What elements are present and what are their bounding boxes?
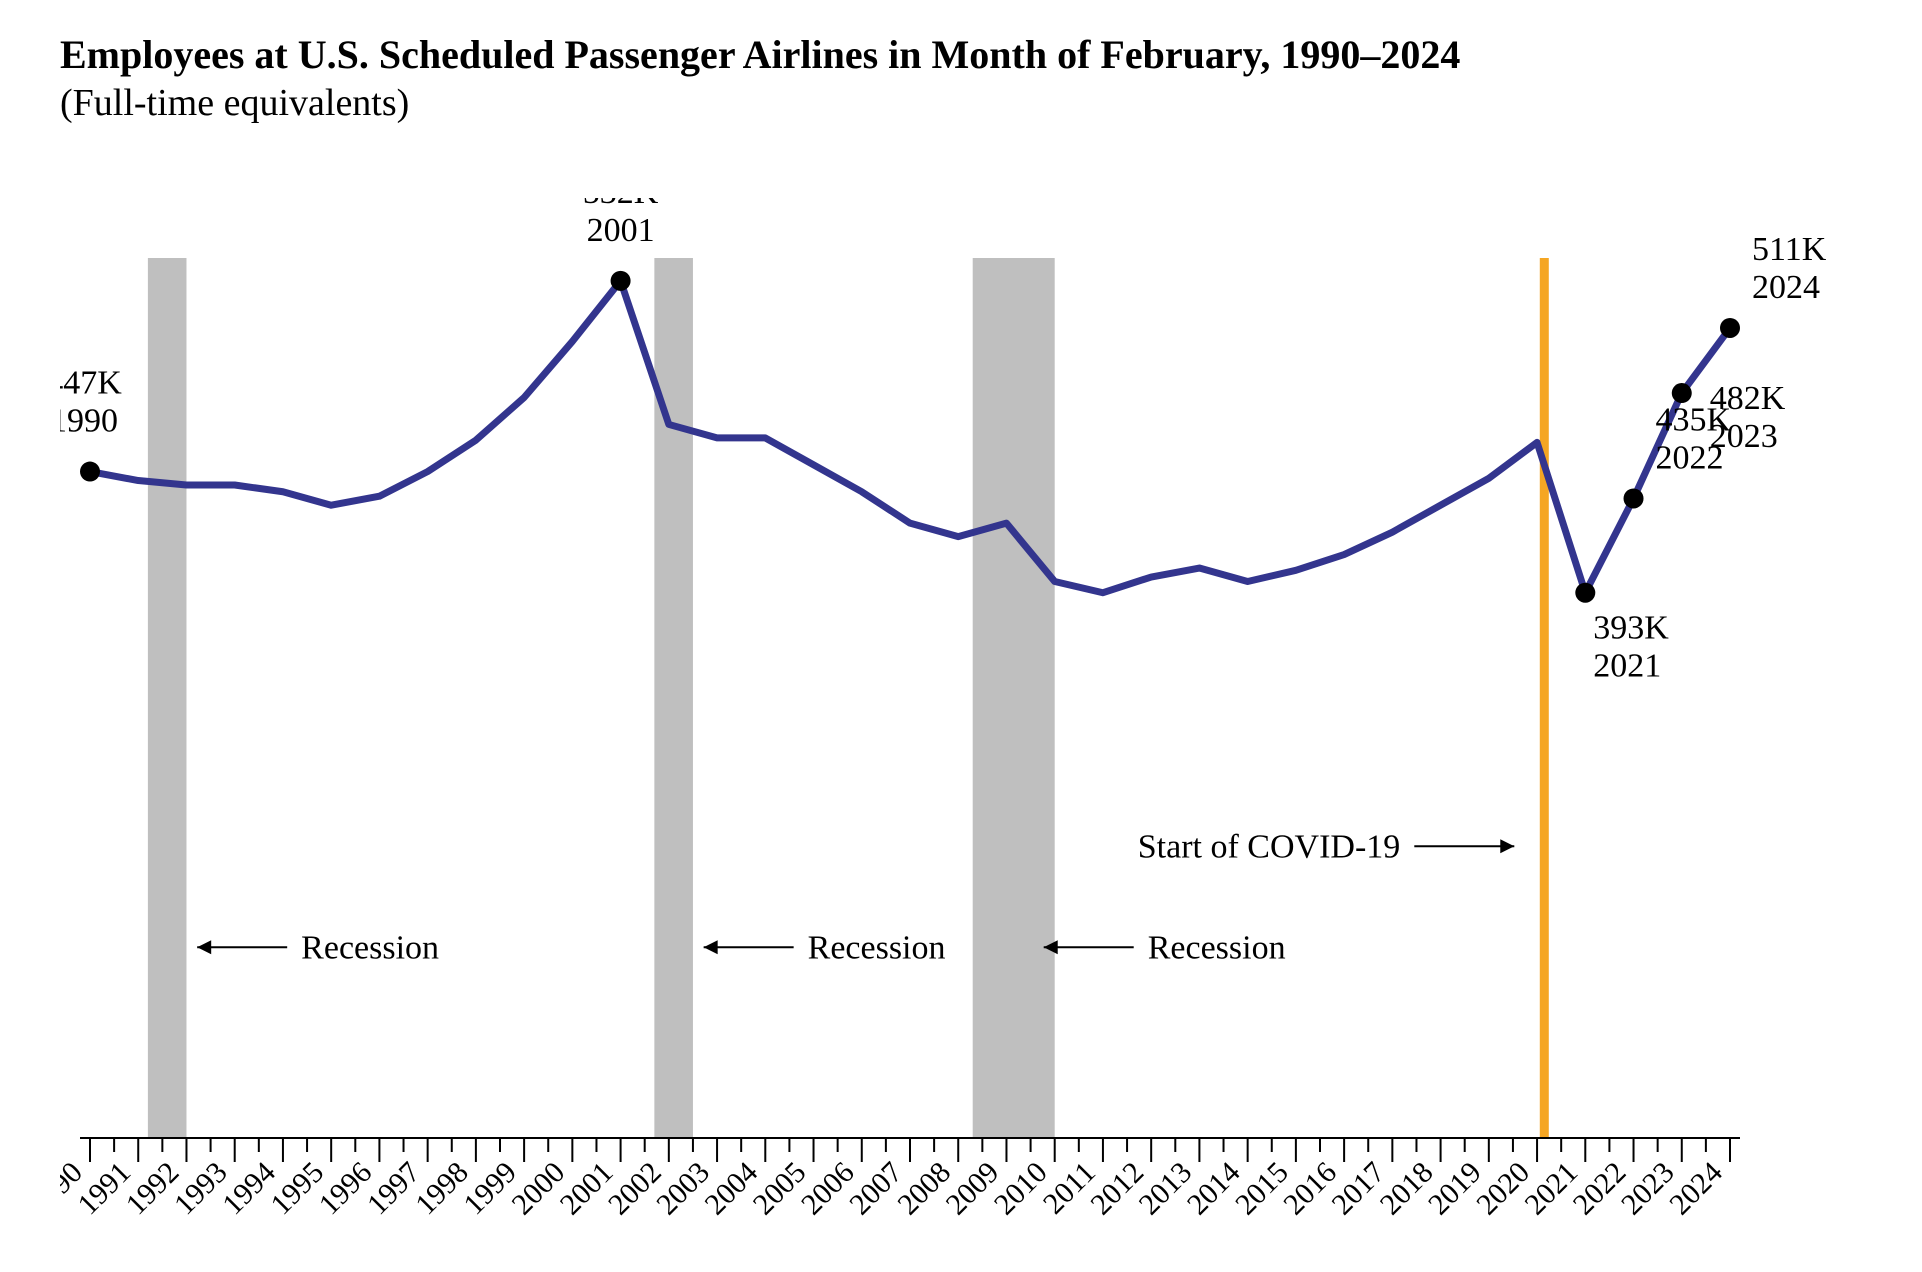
x-tick-label: 1998 [409, 1155, 475, 1221]
data-point-year-label: 2001 [587, 211, 655, 248]
x-tick-label: 2021 [1518, 1155, 1584, 1221]
data-point-value-label: 482K [1710, 380, 1786, 417]
line-chart: 1990 199119921993199419951996199719981999… [60, 198, 1860, 1258]
x-tick-label: 2020 [1470, 1155, 1536, 1221]
x-tick-label: 2001 [554, 1155, 620, 1221]
data-point-marker [611, 270, 631, 290]
data-point-value-label: 393K [1593, 609, 1669, 646]
recession-band [973, 258, 1055, 1138]
x-tick-label: 1999 [457, 1155, 523, 1221]
x-tick-label: 2014 [1181, 1155, 1247, 1221]
x-tick-label: 1993 [168, 1155, 234, 1221]
recession-band [148, 258, 187, 1138]
x-tick-label: 1996 [313, 1155, 379, 1221]
data-point-year-label: 2024 [1752, 268, 1820, 305]
data-point-marker [1624, 488, 1644, 508]
data-point-year-label: 1990 [60, 402, 118, 439]
data-line [90, 280, 1730, 592]
x-tick-label: 2009 [940, 1155, 1006, 1221]
x-tick-label: 2004 [698, 1155, 764, 1221]
x-tick-label: 2007 [843, 1155, 909, 1221]
recession-label: Recession [1148, 929, 1286, 966]
x-tick-label: 2008 [891, 1155, 957, 1221]
x-tick-label: 1991 [71, 1155, 137, 1221]
x-tick-label: 2015 [1229, 1155, 1295, 1221]
data-point-marker [80, 461, 100, 481]
data-point-year-label: 2023 [1710, 418, 1778, 455]
x-tick-label: 2023 [1615, 1155, 1681, 1221]
covid-arrow [1414, 839, 1514, 853]
x-tick-label: 2024 [1663, 1155, 1729, 1221]
covid-label: Start of COVID-19 [1138, 828, 1401, 865]
x-tick-label: 1994 [216, 1155, 282, 1221]
x-tick-label: 2010 [988, 1155, 1054, 1221]
data-point-marker [1672, 383, 1692, 403]
chart-title: Employees at U.S. Scheduled Passenger Ai… [60, 30, 1862, 80]
data-point-marker [1575, 582, 1595, 602]
x-tick-label: 2016 [1277, 1155, 1343, 1221]
x-tick-label: 1992 [120, 1155, 186, 1221]
x-tick-label: 2012 [1084, 1155, 1150, 1221]
recession-arrow [1044, 940, 1134, 954]
data-point-value-label: 532K [583, 198, 659, 211]
recession-arrow [197, 940, 287, 954]
x-tick-label: 2022 [1567, 1155, 1633, 1221]
chart-subtitle: (Full-time equivalents) [60, 80, 1862, 128]
recession-label: Recession [808, 929, 946, 966]
x-tick-label: 2013 [1133, 1155, 1199, 1221]
recession-arrow [704, 940, 794, 954]
x-tick-label: 2002 [602, 1155, 668, 1221]
x-tick-label: 1997 [361, 1155, 427, 1221]
x-tick-label: 2006 [795, 1155, 861, 1221]
recession-label: Recession [301, 929, 439, 966]
data-point-year-label: 2021 [1593, 647, 1661, 684]
x-tick-label: 2019 [1422, 1155, 1488, 1221]
x-tick-label: 2017 [1326, 1155, 1392, 1221]
data-point-marker [1720, 317, 1740, 337]
data-point-value-label: 511K [1752, 230, 1827, 267]
x-tick-label: 2018 [1374, 1155, 1440, 1221]
page: Employees at U.S. Scheduled Passenger Ai… [0, 0, 1922, 1272]
x-tick-label: 2003 [650, 1155, 716, 1221]
x-tick-label: 2011 [1037, 1155, 1102, 1220]
x-tick-label: 1995 [264, 1155, 330, 1221]
data-point-value-label: 447K [60, 364, 122, 401]
chart-container: 1990 199119921993199419951996199719981999… [60, 198, 1862, 1258]
x-tick-label: 2005 [747, 1155, 813, 1221]
x-tick-label: 2000 [506, 1155, 572, 1221]
